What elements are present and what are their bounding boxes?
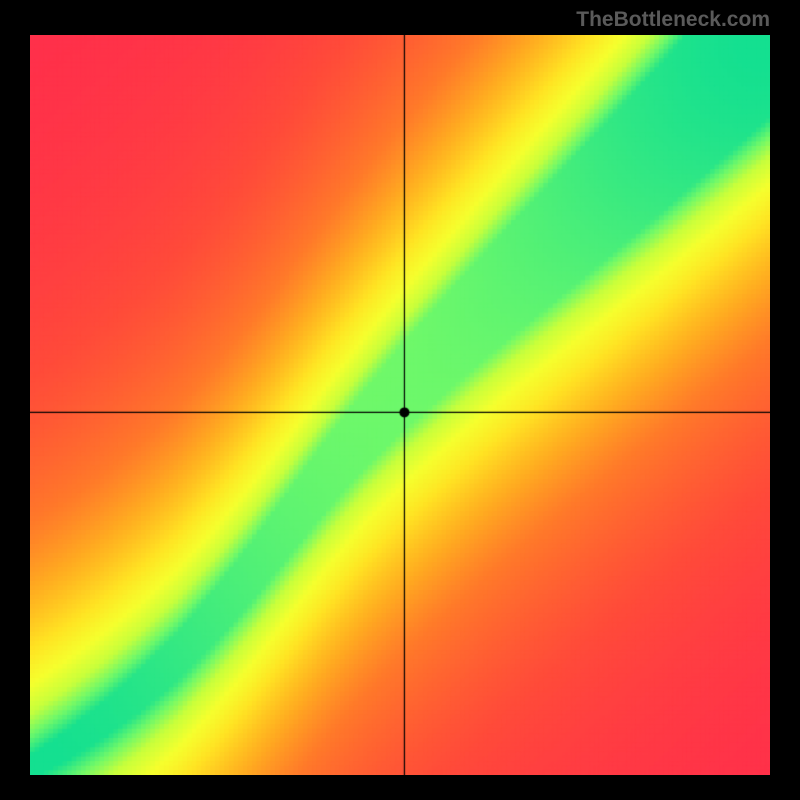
watermark-text: TheBottleneck.com [576, 8, 770, 32]
bottleneck-heatmap [30, 35, 770, 775]
chart-stage: TheBottleneck.com [0, 0, 800, 800]
